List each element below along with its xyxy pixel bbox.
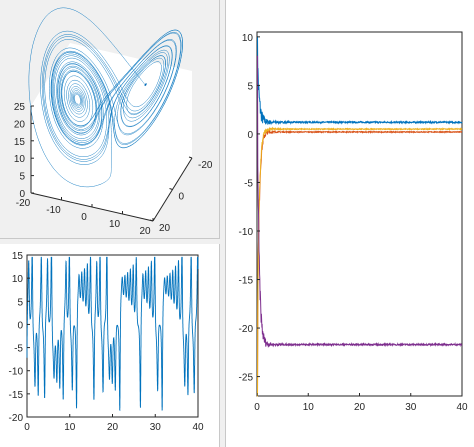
x-tick-label: 10 — [64, 422, 76, 433]
x-tick-label: 0 — [24, 422, 30, 433]
attractor-trajectory — [28, 7, 183, 188]
y-tick-label: 0 — [247, 130, 253, 141]
y-tick-mark — [169, 188, 173, 190]
x-tick-label: 30 — [150, 422, 162, 433]
z-tick-label: 25 — [14, 102, 26, 113]
series-line-0 — [257, 36, 463, 126]
x-tick-label: 30 — [405, 402, 417, 413]
x-tick-label: 10 — [109, 219, 121, 230]
x-tick-label: 20 — [139, 226, 151, 237]
y-tick-label: 20 — [159, 223, 171, 234]
z-tick-label: 15 — [14, 137, 26, 148]
x-tick-label: 0 — [81, 212, 87, 223]
series-line-3 — [257, 55, 463, 348]
series-line-2 — [257, 126, 463, 397]
y-tick-label: 0 — [179, 192, 185, 203]
y-tick-label: 5 — [17, 297, 23, 308]
y-tick-label: -20 — [198, 160, 213, 171]
time-series-panel: 0 10 20 30 40 15 10 5 0 -5 -10 -15 -20 — [0, 244, 220, 447]
z-tick-label: 20 — [14, 119, 26, 130]
y-tick-label: -25 — [239, 373, 254, 384]
y-tick-label: -5 — [14, 344, 23, 355]
y-tick-label: 5 — [247, 81, 253, 92]
y-tick-mark — [188, 156, 193, 159]
y-tick-label: 15 — [12, 251, 24, 262]
x-tick-label: 40 — [456, 402, 468, 413]
y-tick-label: -10 — [239, 227, 254, 238]
y-tick-label: 10 — [12, 274, 24, 285]
y-tick-label: -10 — [9, 367, 24, 378]
x-tick-label: 0 — [254, 402, 260, 413]
z-tick-label: 10 — [14, 154, 26, 165]
convergence-panel: 0 10 20 30 40 10 5 0 -5 -10 -15 -20 -25 — [225, 0, 474, 447]
lorenz-3d-panel: -20 -10 0 10 20 20 0 -20 0 5 10 15 20 25 — [0, 0, 220, 239]
y-tick-label: -15 — [239, 276, 254, 287]
time-series-plot: 0 10 20 30 40 15 10 5 0 -5 -10 -15 -20 — [9, 251, 204, 433]
axes-box — [256, 31, 463, 397]
x-tick-label: -10 — [46, 205, 61, 216]
x-tick-label: 40 — [192, 422, 204, 433]
series-line-1 — [257, 129, 463, 397]
y-tick-label: 10 — [242, 33, 254, 44]
z-tick-label: 5 — [19, 172, 25, 183]
z-tick-label: 0 — [19, 189, 25, 200]
y-tick-label: -20 — [9, 413, 24, 424]
y-tick-label: -15 — [9, 390, 24, 401]
x-tick-label: 20 — [107, 422, 119, 433]
series-line — [26, 256, 199, 412]
x-tick-label: -20 — [16, 198, 31, 209]
y-tick-label: 0 — [17, 320, 23, 331]
y-tick-label: -5 — [244, 178, 253, 189]
y-tick-mark — [149, 219, 154, 222]
x-tick-label: 20 — [354, 402, 366, 413]
y-tick-label: -20 — [239, 324, 254, 335]
convergence-plot: 0 10 20 30 40 10 5 0 -5 -10 -15 -20 -25 — [239, 31, 468, 413]
x-tick-label: 10 — [303, 402, 315, 413]
